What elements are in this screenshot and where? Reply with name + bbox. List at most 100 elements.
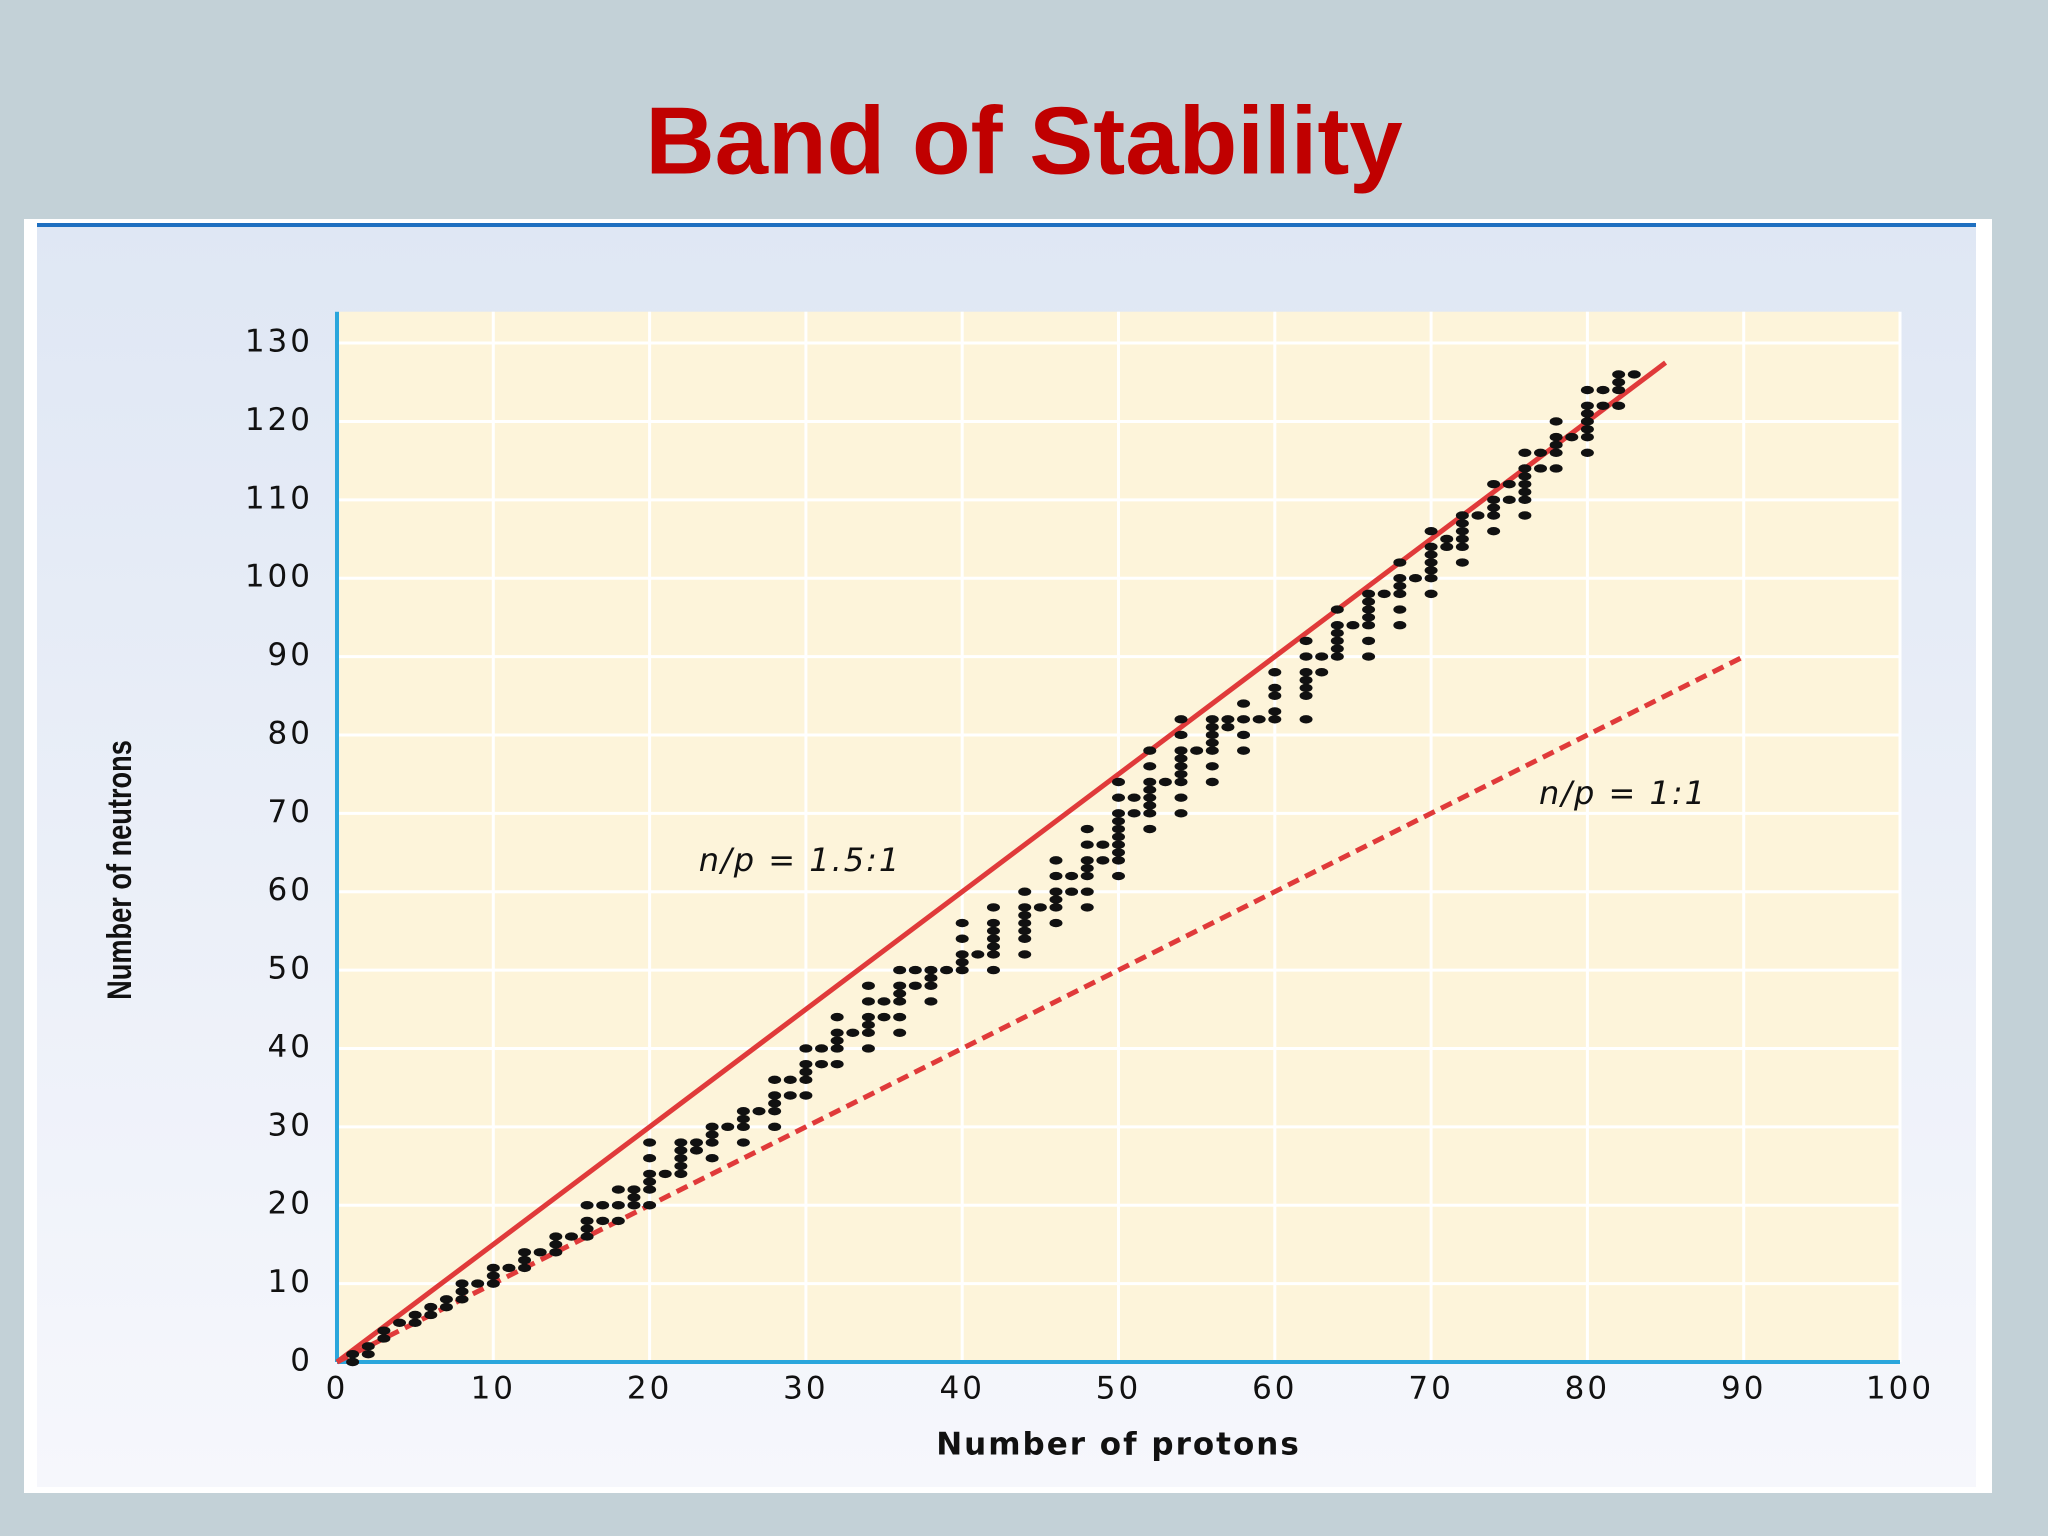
nuclide-point bbox=[1112, 856, 1125, 865]
nuclide-point bbox=[1362, 621, 1376, 630]
nuclide-point bbox=[924, 965, 938, 975]
nuclide-point bbox=[611, 1185, 625, 1194]
nuclide-point bbox=[1518, 511, 1532, 520]
nuclide-point bbox=[1424, 526, 1438, 536]
nuclide-point bbox=[486, 1263, 500, 1273]
nuclide-point bbox=[830, 1028, 844, 1038]
nuclide-point bbox=[1612, 401, 1626, 410]
nuclide-point bbox=[1549, 432, 1563, 442]
nuclide-point bbox=[674, 1146, 688, 1155]
nuclide-point bbox=[1362, 589, 1376, 599]
nuclide-point bbox=[1612, 385, 1626, 395]
x-tick-label: 30 bbox=[783, 1371, 828, 1407]
nuclide-point bbox=[1112, 809, 1125, 818]
y-tick-label: 60 bbox=[268, 872, 313, 908]
nuclide-point bbox=[1346, 621, 1360, 630]
nuclide-point bbox=[1112, 871, 1125, 881]
nuclide-point bbox=[1596, 401, 1610, 410]
nuclide-point bbox=[924, 973, 938, 983]
nuclide-point bbox=[611, 1201, 625, 1210]
nuclide-point bbox=[1424, 566, 1438, 575]
nuclide-point bbox=[861, 997, 875, 1006]
nuclide-point bbox=[346, 1357, 360, 1367]
nuclide-point bbox=[1330, 652, 1344, 661]
nuclide-point bbox=[752, 1106, 766, 1116]
nuclide-point bbox=[658, 1169, 672, 1179]
nuclide-point bbox=[955, 918, 969, 928]
nuclide-point bbox=[1393, 581, 1407, 591]
nuclide-point bbox=[893, 981, 907, 990]
nuclide-point bbox=[1330, 605, 1344, 614]
nuclide-point bbox=[1424, 542, 1438, 552]
nuclide-point bbox=[361, 1349, 375, 1359]
nuclide-point bbox=[768, 1099, 782, 1108]
y-tick-label: 110 bbox=[245, 480, 313, 516]
nuclide-point bbox=[799, 1067, 813, 1077]
nuclide-point bbox=[1362, 605, 1376, 614]
nuclide-point bbox=[1424, 574, 1438, 583]
nuclide-point bbox=[768, 1091, 782, 1100]
nuclide-point bbox=[830, 1036, 844, 1045]
nuclide-point bbox=[1455, 542, 1469, 552]
nuclide-point bbox=[1174, 762, 1188, 771]
nuclide-point bbox=[893, 989, 907, 998]
nuclide-point bbox=[1580, 417, 1594, 426]
x-tick-label: 100 bbox=[1866, 1371, 1934, 1407]
nuclide-point bbox=[1549, 417, 1563, 426]
nuclide-point bbox=[1237, 715, 1251, 724]
nuclide-point bbox=[1299, 683, 1313, 693]
nuclide-point bbox=[1408, 574, 1422, 583]
line-annotation: n/p = 1.5:1 bbox=[699, 841, 902, 879]
nuclide-point bbox=[1049, 903, 1063, 912]
x-tick-label: 90 bbox=[1721, 1371, 1766, 1407]
nuclide-point bbox=[1518, 487, 1532, 497]
nuclide-point bbox=[1174, 730, 1188, 740]
x-tick-label: 10 bbox=[471, 1371, 516, 1407]
reference-line bbox=[335, 360, 1668, 1364]
nuclide-point bbox=[908, 965, 922, 975]
nuclide-point bbox=[518, 1255, 532, 1265]
nuclide-point bbox=[1299, 691, 1313, 700]
nuclide-point bbox=[1518, 464, 1532, 473]
x-tick-label: 60 bbox=[1252, 1371, 1297, 1407]
nuclide-point bbox=[1299, 652, 1313, 661]
nuclide-point bbox=[986, 950, 1000, 959]
nuclide-point bbox=[377, 1326, 391, 1335]
y-tick-label: 0 bbox=[290, 1343, 313, 1379]
nuclide-point bbox=[1487, 479, 1501, 489]
nuclide-point bbox=[1080, 903, 1094, 912]
nuclide-point bbox=[1049, 918, 1063, 928]
nuclide-point bbox=[986, 903, 1000, 912]
nuclide-point bbox=[1393, 558, 1407, 567]
nuclide-point bbox=[1127, 809, 1141, 818]
nuclide-point bbox=[439, 1295, 453, 1304]
nuclide-point bbox=[1268, 707, 1282, 716]
nuclide-point bbox=[674, 1161, 688, 1171]
nuclide-point bbox=[643, 1154, 657, 1163]
x-tick-label: 70 bbox=[1408, 1371, 1453, 1407]
nuclide-point bbox=[861, 1044, 875, 1053]
nuclide-point bbox=[1362, 652, 1376, 661]
x-tick-label: 50 bbox=[1096, 1371, 1141, 1407]
nuclide-point bbox=[1049, 887, 1063, 896]
nuclide-point bbox=[674, 1169, 688, 1179]
nuclide-point bbox=[1112, 848, 1125, 857]
nuclide-point bbox=[1518, 472, 1532, 481]
x-tick-label: 40 bbox=[939, 1371, 984, 1407]
nuclide-point bbox=[1580, 425, 1594, 434]
nuclide-point bbox=[580, 1216, 594, 1226]
nuclide-point bbox=[705, 1138, 719, 1147]
nuclide-point bbox=[408, 1318, 422, 1328]
nuclide-point bbox=[1065, 887, 1079, 896]
nuclide-point bbox=[1330, 621, 1344, 630]
nuclide-point bbox=[830, 1044, 844, 1053]
nuclide-point bbox=[1268, 715, 1282, 724]
nuclide-point bbox=[1080, 824, 1094, 834]
nuclide-point bbox=[1080, 887, 1094, 896]
nuclide-point bbox=[846, 1028, 860, 1038]
nuclide-point bbox=[1252, 715, 1266, 724]
nuclide-point bbox=[955, 965, 969, 975]
nuclide-point bbox=[1143, 762, 1157, 771]
nuclide-point bbox=[689, 1138, 703, 1147]
